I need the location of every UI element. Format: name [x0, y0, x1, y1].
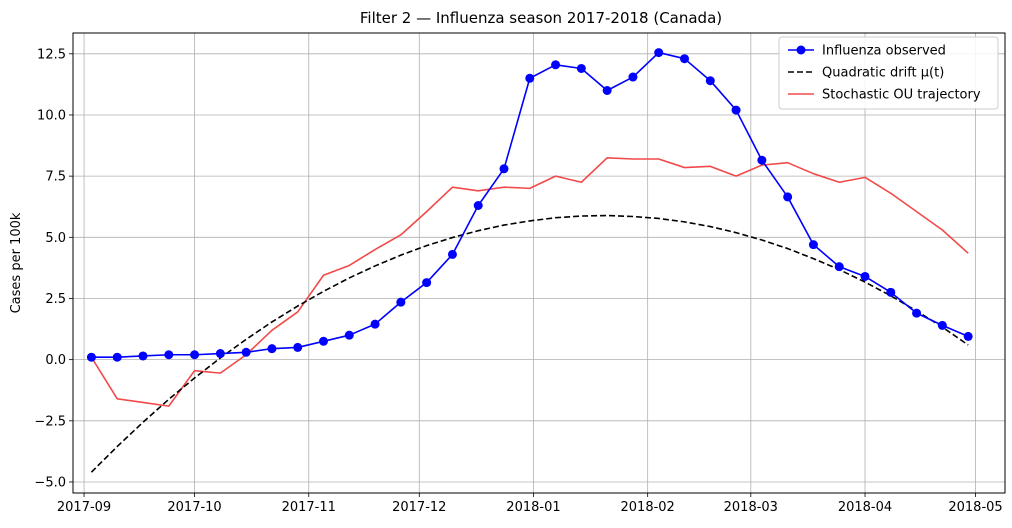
data-point [447, 249, 457, 259]
data-point [680, 54, 690, 64]
axis-ticks: 2017-09 2017-10 2017-11 2017-12 2018-01 2018-… [34, 47, 1002, 515]
data-point [886, 287, 896, 297]
y-tick-label: 10.0 [37, 108, 66, 123]
data-point [241, 347, 251, 357]
data-point [318, 336, 328, 346]
x-tick-label: 2018-01 [506, 500, 560, 515]
legend: Influenza observed Quadratic drift μ(t) St… [778, 36, 999, 110]
data-point [473, 201, 483, 210]
legend-entry: Stochastic OU trajectory [822, 88, 981, 103]
x-tick-label: 2017-11 [282, 500, 336, 515]
data-point [344, 330, 354, 340]
data-point [267, 344, 277, 354]
data-point [757, 155, 767, 165]
data-point [164, 350, 174, 360]
series-line-stochastic-ou-trajectory [90, 156, 969, 407]
legend-entry: Quadratic drift μ(t) [822, 66, 944, 81]
data-point [705, 76, 715, 86]
data-point [422, 278, 432, 288]
series-line-quadratic-drift-t [90, 214, 969, 473]
data-point [576, 63, 586, 73]
grid [73, 33, 1005, 493]
series-layer [86, 48, 973, 473]
x-tick-label: 2018-04 [838, 500, 892, 515]
data-point [86, 352, 96, 362]
data-point [937, 320, 947, 330]
y-tick-label: 5.0 [45, 231, 66, 246]
y-tick-label: 0.0 [45, 353, 66, 368]
y-tick-label: 7.5 [45, 170, 66, 185]
data-point [499, 164, 509, 174]
data-point [860, 271, 870, 281]
x-tick-label: 2018-02 [621, 500, 675, 515]
data-point [963, 331, 973, 341]
data-point [525, 73, 535, 83]
x-tick-label: 2018-03 [724, 500, 778, 515]
legend-box [778, 36, 999, 110]
data-point [654, 48, 664, 58]
data-point [215, 349, 225, 359]
data-point [912, 308, 922, 318]
x-tick-label: 2017-10 [167, 500, 221, 515]
x-tick-label: 2017-12 [392, 500, 446, 515]
x-tick-label: 2017-09 [57, 500, 111, 515]
chart-title: Filter 2 — Influenza season 2017-2018 (C… [360, 9, 722, 27]
y-tick-label: −5.0 [34, 475, 66, 490]
legend-entry: Influenza observed [822, 44, 946, 59]
data-point [551, 60, 561, 70]
data-point [293, 342, 303, 352]
data-point [602, 86, 612, 95]
y-tick-label: 12.5 [37, 47, 66, 62]
plot-frame [72, 32, 1006, 494]
data-point [731, 105, 741, 115]
x-tick-label: 2018-05 [948, 500, 1002, 515]
data-point [370, 319, 380, 329]
data-point [834, 262, 844, 272]
data-point [138, 351, 148, 361]
data-point [396, 297, 406, 307]
y-tick-label: −2.5 [34, 414, 66, 429]
y-tick-label: 2.5 [45, 292, 66, 307]
data-point [628, 72, 638, 82]
data-point [783, 192, 793, 202]
y-axis-label: Cases per 100k [9, 212, 24, 313]
data-point [190, 350, 200, 360]
data-point [808, 240, 818, 250]
data-point [112, 352, 122, 362]
legend-swatch-marker [796, 45, 806, 55]
